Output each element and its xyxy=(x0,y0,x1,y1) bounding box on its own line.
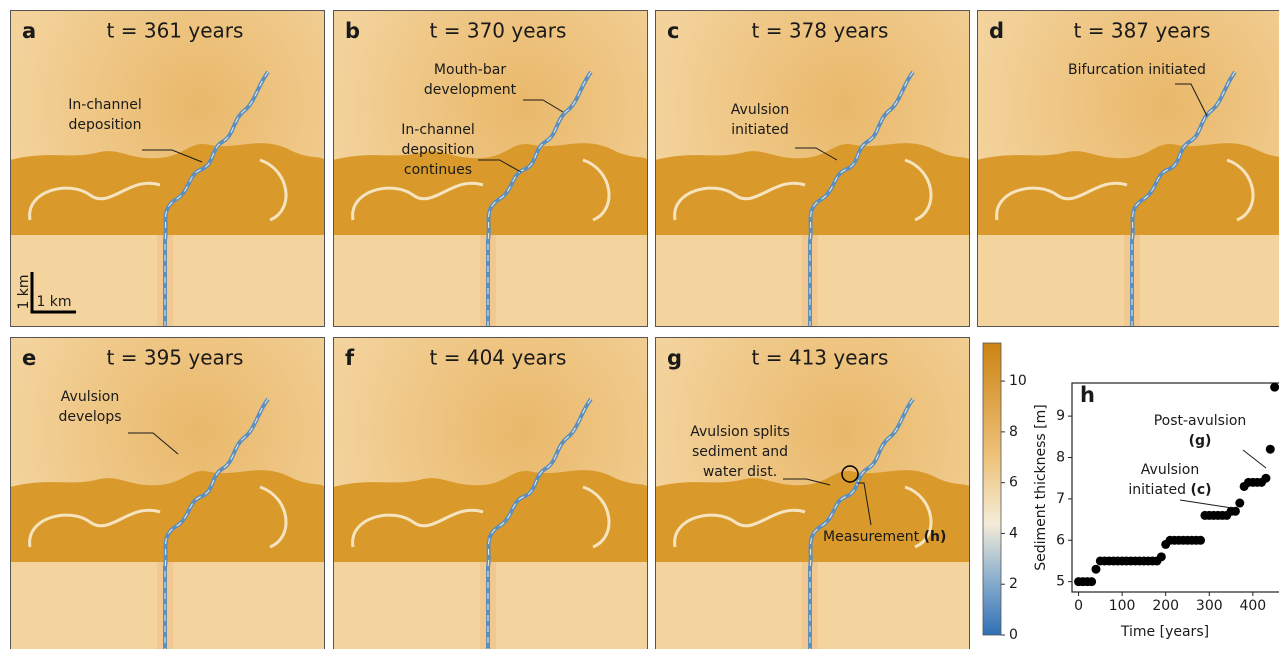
annotation-text: Measurement xyxy=(823,529,920,545)
annotation-text: Avulsion splits xyxy=(690,424,790,440)
panel-letter: a xyxy=(22,19,36,43)
y-axis-label: Sediment thickness [m] xyxy=(1033,404,1049,570)
chart-annotation: initiated (c) xyxy=(1128,482,1211,498)
annotation-text: Bifurcation initiated xyxy=(1068,62,1206,78)
y-tick-label: 5 xyxy=(1056,574,1065,590)
x-tick-label: 100 xyxy=(1109,598,1136,614)
map-panel: c t = 378 years Avulsion initiated xyxy=(655,10,970,327)
data-point xyxy=(1235,499,1244,508)
annotation-ref: (h) xyxy=(924,529,947,545)
map-panel: g t = 413 years Avulsion splits sediment an… xyxy=(655,337,970,649)
map-panel: e t = 395 years Avulsion develops xyxy=(10,337,325,649)
panel-title: t = 413 years xyxy=(752,346,889,370)
colorbar-tick-label: 8 xyxy=(1009,424,1018,440)
annotation: develops xyxy=(58,409,121,425)
annotation-ref: (g) xyxy=(1189,433,1212,449)
annotation-text: initiated xyxy=(731,122,789,138)
colorbar-tick-label: 4 xyxy=(1009,525,1018,541)
map-panel: d t = 387 years Bifurcation initiated xyxy=(977,10,1279,327)
data-point xyxy=(1261,474,1270,483)
panel-letter: e xyxy=(22,346,36,370)
panel-letter: b xyxy=(345,19,360,43)
annotation-text: Avulsion xyxy=(1141,462,1199,478)
annotation: water dist. xyxy=(703,464,777,480)
chart-title: h xyxy=(1080,383,1095,407)
annotation: Avulsion splits xyxy=(690,424,790,440)
annotation-text: develops xyxy=(58,409,121,425)
annotation: Avulsion xyxy=(731,102,789,118)
annotation-text: development xyxy=(424,82,517,98)
scale-label: 1 km xyxy=(16,274,32,309)
x-tick-label: 0 xyxy=(1074,598,1083,614)
annotation-ref: (c) xyxy=(1190,482,1211,498)
y-tick-label: 6 xyxy=(1056,532,1065,548)
annotation-text: deposition xyxy=(402,142,475,158)
annotation-text: deposition xyxy=(69,117,142,133)
annotation-text: Avulsion xyxy=(731,102,789,118)
annotation-text: sediment and xyxy=(692,444,788,460)
annotation: development xyxy=(424,82,517,98)
panel-letter: f xyxy=(345,346,355,370)
annotation: Measurement (h) xyxy=(823,529,946,545)
y-tick-label: 9 xyxy=(1056,408,1065,424)
annotation-text: In-channel xyxy=(68,97,141,113)
annotation-text: Avulsion xyxy=(61,389,119,405)
data-point xyxy=(1266,445,1275,454)
colorbar-tick-label: 0 xyxy=(1009,627,1018,643)
data-point xyxy=(1196,536,1205,545)
panel-letter: d xyxy=(989,19,1004,43)
annotation-text: continues xyxy=(404,162,472,178)
figure: a t = 361 years In-channel deposition 1 km1 … xyxy=(0,0,1279,649)
annotation: sediment and xyxy=(692,444,788,460)
data-point xyxy=(1157,552,1166,561)
annotation: deposition xyxy=(69,117,142,133)
annotation: deposition xyxy=(402,142,475,158)
annotation: Avulsion xyxy=(61,389,119,405)
map-panel: f t = 404 years xyxy=(333,337,648,649)
scale-label: 1 km xyxy=(36,294,71,310)
data-point xyxy=(1270,383,1279,392)
panel-title: t = 404 years xyxy=(430,346,567,370)
colorbar-tick-label: 10 xyxy=(1009,373,1027,389)
annotation-text: Post-avulsion xyxy=(1154,413,1247,429)
y-tick-label: 7 xyxy=(1056,491,1065,507)
page: a t = 361 years In-channel deposition 1 km1 … xyxy=(0,0,1279,649)
panel-letter: c xyxy=(667,19,679,43)
annotation: continues xyxy=(404,162,472,178)
y-tick-label: 8 xyxy=(1056,449,1065,465)
x-tick-label: 200 xyxy=(1152,598,1179,614)
panel-title: t = 361 years xyxy=(107,19,244,43)
annotation: In-channel xyxy=(68,97,141,113)
annotation: In-channel xyxy=(401,122,474,138)
colorbar-tick-label: 2 xyxy=(1009,576,1018,592)
annotation: Bifurcation initiated xyxy=(1068,62,1206,78)
annotation: Mouth-bar xyxy=(434,62,506,78)
data-point xyxy=(1087,577,1096,586)
colorbar xyxy=(983,343,1001,635)
annotation-text: In-channel xyxy=(401,122,474,138)
annotation: initiated xyxy=(731,122,789,138)
annotation-text: Mouth-bar xyxy=(434,62,506,78)
chart-annotation: Post-avulsion xyxy=(1154,413,1247,429)
x-axis-label: Time [years] xyxy=(1120,624,1209,640)
colorbar-tick-label: 6 xyxy=(1009,475,1018,491)
x-tick-label: 300 xyxy=(1196,598,1223,614)
annotation-text: initiated xyxy=(1128,482,1186,498)
panel-title: t = 387 years xyxy=(1074,19,1211,43)
x-tick-label: 400 xyxy=(1239,598,1266,614)
annotation-text: water dist. xyxy=(703,464,777,480)
panel-title: t = 378 years xyxy=(752,19,889,43)
data-point xyxy=(1091,565,1100,574)
panel-letter: g xyxy=(667,346,682,370)
panel-title: t = 395 years xyxy=(107,346,244,370)
chart-annotation: Avulsion xyxy=(1141,462,1199,478)
panel-title: t = 370 years xyxy=(430,19,567,43)
map-panel: b t = 370 years Mouth-bar development In-cha… xyxy=(333,10,648,327)
data-point xyxy=(1231,507,1240,516)
